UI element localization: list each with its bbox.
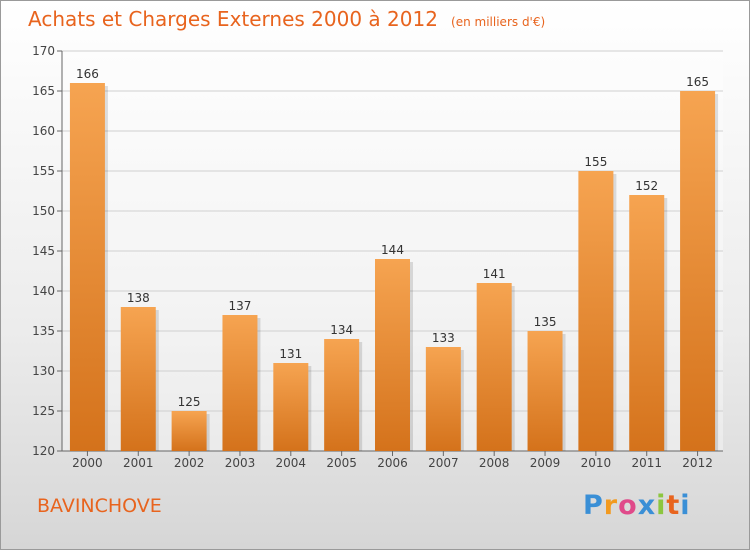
value-label-2010: 155 [584,155,607,169]
logo-letter: i [656,490,667,521]
x-tick-label-2001: 2001 [123,456,154,470]
x-tick-label-2002: 2002 [174,456,205,470]
y-tick-label: 135 [32,324,55,338]
value-label-2004: 131 [279,347,302,361]
y-tick-label: 140 [32,284,55,298]
y-tick-label: 170 [32,44,55,58]
value-label-2011: 152 [635,179,658,193]
y-tick-label: 145 [32,244,55,258]
x-tick-label-2004: 2004 [276,456,307,470]
bar-2000 [69,83,105,451]
value-label-2007: 133 [432,331,455,345]
y-tick-label: 160 [32,124,55,138]
logo-letter: r [603,490,619,521]
bar-2012 [680,91,716,451]
bar-2002 [171,411,207,451]
chart-title: Achats et Charges Externes 2000 à 2012 [28,7,438,31]
bar-2007 [425,347,461,451]
x-tick-label-2007: 2007 [428,456,459,470]
x-tick-label-2008: 2008 [479,456,510,470]
chart-unit-label: (en milliers d'€) [451,15,546,29]
value-label-2012: 165 [686,75,709,89]
x-tick-label-2011: 2011 [631,456,662,470]
value-labels: 166 138 125 137 131 134 144 133 141 135 155 152 165 [76,67,709,409]
x-tick-label-2009: 2009 [530,456,561,470]
y-tick-label: 125 [32,404,55,418]
proxiti-logo: Proxiti [583,490,691,521]
logo-letter: o [618,490,638,521]
x-tick-label-2006: 2006 [377,456,408,470]
bar-2009 [527,331,563,451]
x-tick-label-2012: 2012 [682,456,713,470]
y-tick-label: 150 [32,204,55,218]
value-label-2006: 144 [381,243,404,257]
value-label-2005: 134 [330,323,353,337]
x-tick-label-2000: 2000 [72,456,103,470]
bar-2011 [629,195,665,451]
value-label-2008: 141 [483,267,506,281]
bars [69,83,719,451]
value-label-2002: 125 [178,395,201,409]
logo-letter: P [583,490,604,521]
bar-2001 [120,307,156,451]
bar-2003 [222,315,258,451]
x-tick-label-2005: 2005 [326,456,357,470]
value-label-2003: 137 [229,299,252,313]
bar-2006 [375,259,410,451]
x-tick-label-2003: 2003 [225,456,256,470]
value-label-2009: 135 [534,315,557,329]
logo-letter: t [666,490,681,521]
bar-2010 [578,171,614,451]
logo-letter: x [637,490,657,521]
y-tick-label: 155 [32,164,55,178]
bar-2005 [324,339,360,451]
x-tick-label-2010: 2010 [581,456,612,470]
chart-title-block: Achats et Charges Externes 2000 à 2012 (… [28,7,545,31]
bar-2004 [273,363,309,451]
y-tick-label: 165 [32,84,55,98]
value-label-2001: 138 [127,291,150,305]
logo-letter: i [680,490,691,521]
value-label-2000: 166 [76,67,99,81]
commune-name: BAVINCHOVE [37,495,162,517]
y-tick-label: 120 [32,444,55,458]
y-tick-label: 130 [32,364,55,378]
bar-2008 [476,283,512,451]
